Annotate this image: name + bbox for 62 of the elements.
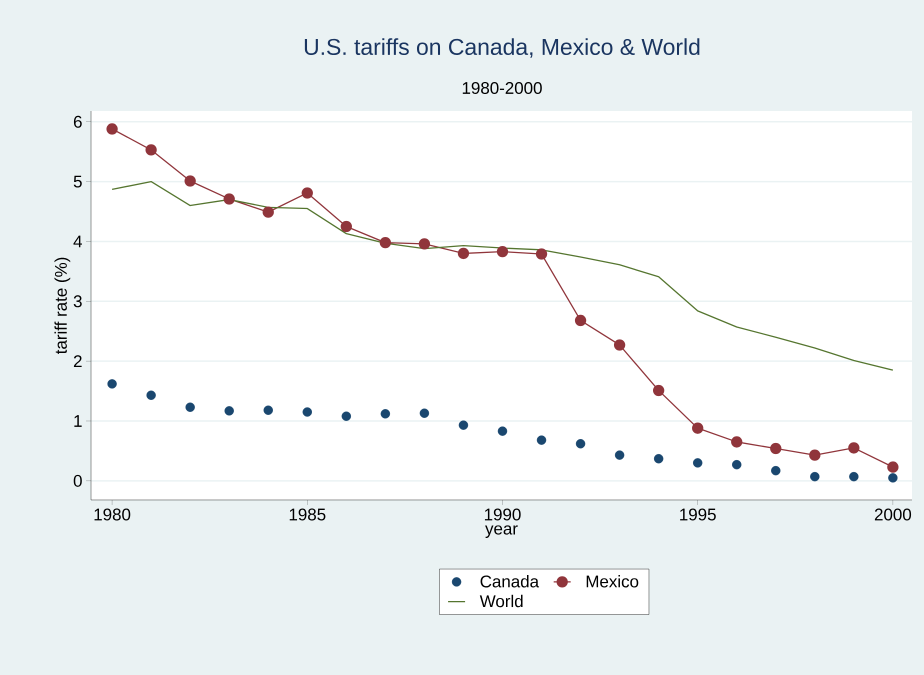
point: [888, 473, 898, 483]
point: [576, 439, 586, 448]
line-series: [111, 180, 894, 371]
point: [849, 472, 859, 482]
point: [224, 193, 235, 205]
point: [342, 412, 352, 421]
point: [652, 384, 664, 396]
x-tick-label: 1985: [290, 508, 326, 521]
legend-label: Canada: [480, 575, 540, 588]
point: [380, 409, 390, 419]
x-axis-title: year: [485, 525, 518, 538]
legend-label: Mexico: [586, 575, 638, 588]
point: [614, 450, 624, 460]
point: [107, 379, 117, 389]
point: [848, 442, 860, 454]
point: [302, 187, 313, 199]
x-tick-label: 1995: [680, 508, 716, 521]
point: [106, 123, 118, 135]
chart-subtitle: 1980-2000: [462, 82, 542, 94]
point: [810, 472, 820, 482]
y-tick-label: 0: [74, 474, 82, 487]
point: [420, 408, 430, 418]
point: [498, 426, 508, 436]
point: [887, 461, 899, 473]
x-tick-label: 1980: [94, 508, 130, 521]
point: [692, 422, 704, 434]
chart-title: U.S. tariffs on Canada, Mexico & World: [304, 38, 700, 58]
point: [654, 454, 664, 464]
point: [340, 220, 352, 232]
y-tick-label: 3: [74, 295, 82, 308]
point: [418, 238, 430, 250]
point: [146, 390, 156, 400]
point: [536, 248, 548, 260]
point: [262, 206, 274, 218]
point: [184, 175, 196, 187]
point: [692, 458, 702, 468]
point: [496, 246, 508, 258]
point: [770, 442, 782, 454]
point: [574, 314, 586, 326]
point: [380, 237, 392, 248]
point: [809, 449, 820, 461]
point: [771, 466, 780, 476]
point: [458, 248, 470, 260]
point: [145, 144, 157, 156]
point: [614, 339, 626, 351]
y-tick-label: 4: [73, 236, 82, 248]
point: [185, 402, 195, 412]
x-tick-label: 2000: [874, 508, 912, 521]
legend-label: World: [480, 594, 523, 608]
point: [302, 407, 312, 417]
point: [264, 406, 273, 415]
y-tick-label: 2: [74, 355, 82, 368]
y-tick-label: 5: [74, 176, 82, 188]
y-tick-label: 1: [74, 415, 82, 427]
point: [224, 406, 234, 416]
y-tick-label: 6: [74, 116, 82, 128]
point: [732, 460, 742, 470]
point: [458, 420, 468, 430]
point: [536, 435, 546, 445]
y-axis-title: tariff rate (%): [54, 258, 70, 354]
x-tick-label: 1990: [484, 508, 521, 521]
point: [731, 436, 742, 448]
